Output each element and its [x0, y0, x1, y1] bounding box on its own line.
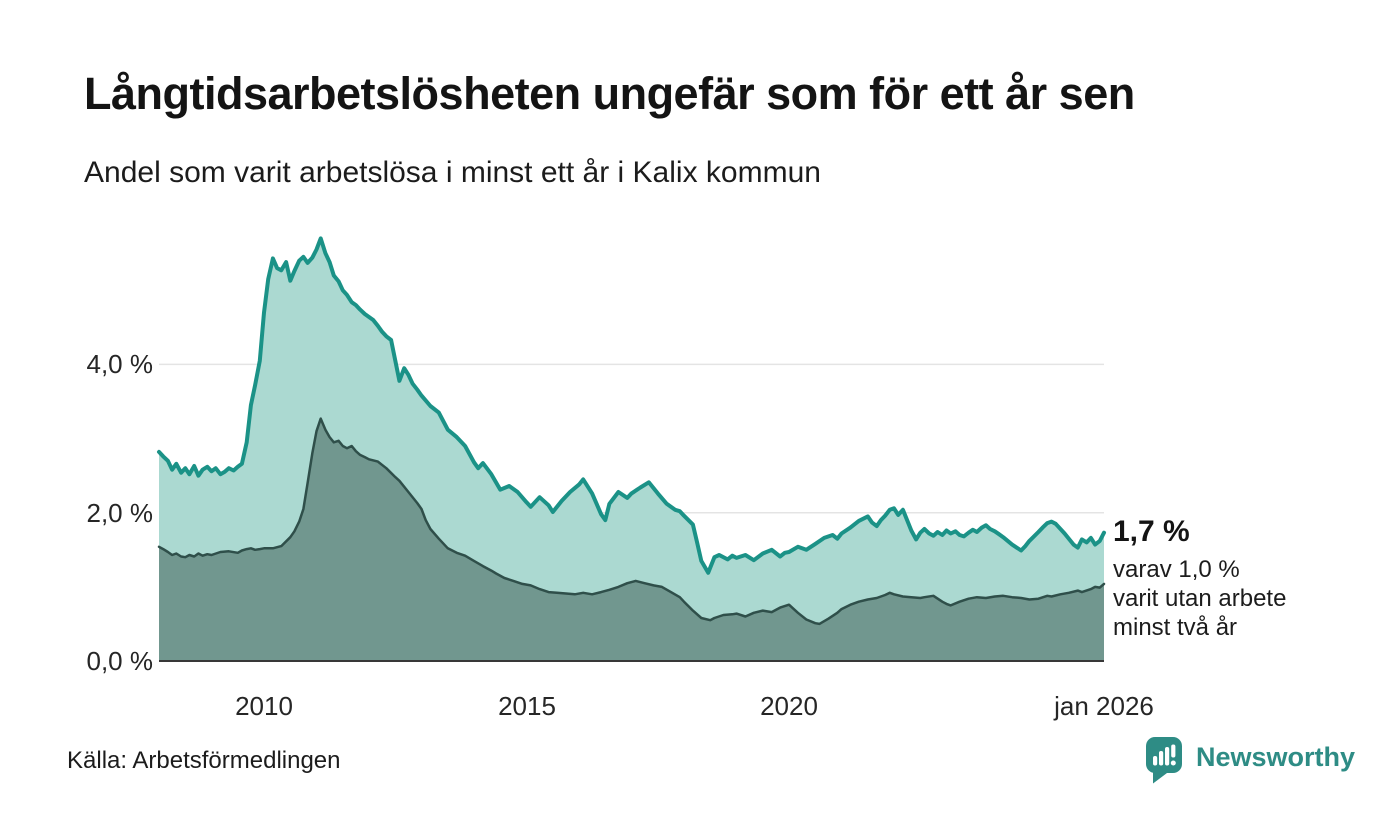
page-title: Långtidsarbetslösheten ungefär som för e… [84, 68, 1135, 119]
x-tick-label: jan 2026 [1054, 691, 1154, 721]
y-tick-label: 0,0 % [86, 646, 154, 676]
end-value-detail-line-1: varav 1,0 % [1113, 556, 1240, 583]
x-tick-label: 2015 [498, 691, 556, 721]
x-tick-label: 2010 [235, 691, 293, 721]
logo-bubble-shape [1146, 737, 1182, 784]
series-line-1 [157, 417, 1106, 626]
logo-bar-chart-glyph [1153, 744, 1176, 766]
chart-subtitle: Andel som varit arbetslösa i minst ett å… [84, 156, 821, 189]
logo-exclamation-bar [1171, 744, 1176, 758]
end-value-detail-line-3: minst två år [1113, 614, 1238, 641]
newsworthy-logo-text: Newsworthy [1196, 742, 1356, 772]
y-tick-label: 2,0 % [86, 498, 154, 528]
y-tick-label: 4,0 % [86, 349, 154, 379]
newsworthy-logo-icon [1146, 737, 1182, 784]
end-value-detail-line-2: varit utan arbete [1113, 585, 1287, 612]
x-tick-label: 2020 [760, 691, 818, 721]
logo-exclamation-dot [1170, 760, 1176, 766]
newsworthy-logo: Newsworthy [1146, 737, 1355, 784]
end-value-annotation: 1,7 % varav 1,0 % varit utan arbete mins… [1113, 515, 1286, 642]
end-value-primary: 1,7 % [1113, 515, 1190, 548]
series-line-0 [157, 236, 1106, 575]
source-caption: Källa: Arbetsförmedlingen [67, 747, 341, 774]
